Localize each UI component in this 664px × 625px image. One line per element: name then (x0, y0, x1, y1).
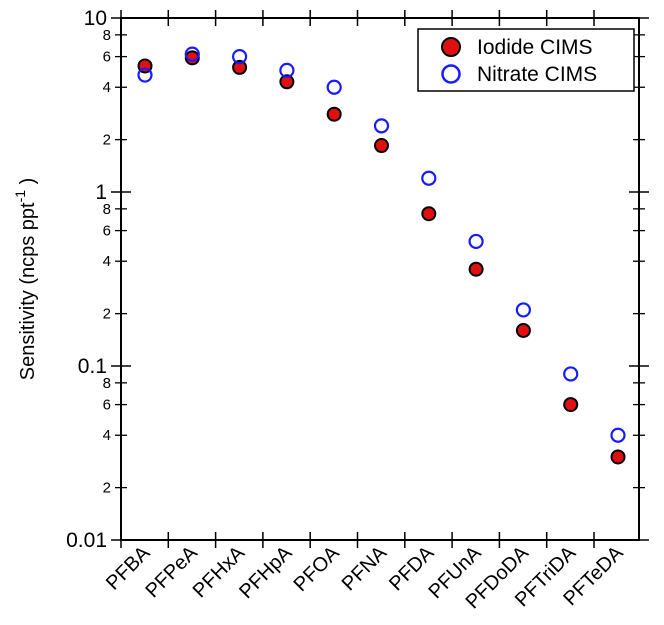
point-iodide (421, 206, 437, 222)
point-nitrate (421, 170, 437, 186)
point-nitrate (515, 302, 532, 318)
point-nitrate (279, 62, 295, 78)
y-minor-tick-label: 8 (103, 201, 111, 218)
x-tick-label: PFOA (290, 542, 345, 597)
y-tick-label: 0.01 (66, 529, 107, 552)
point-iodide (563, 397, 579, 413)
y-minor-tick-label: 8 (103, 27, 111, 44)
point-nitrate (184, 46, 200, 62)
x-tick-label: PFPeA (141, 542, 202, 603)
point-nitrate (468, 233, 484, 250)
y-axis-label-superscript: -1 (12, 190, 28, 203)
point-nitrate (563, 366, 579, 382)
y-tick-label: 10 (84, 7, 107, 30)
y-minor-tick-label: 6 (103, 397, 111, 414)
point-iodide (515, 322, 531, 338)
point-iodide (279, 74, 295, 90)
y-axis-label-suffix: ) (17, 178, 39, 190)
y-minor-tick-label: 4 (103, 253, 111, 270)
plot-frame (120, 17, 640, 541)
x-tick-label: PFHpA (235, 542, 297, 604)
point-iodide (374, 138, 389, 154)
y-minor-tick-label: 2 (103, 480, 111, 497)
point-iodide (610, 449, 626, 465)
y-minor-tick-label: 4 (103, 427, 111, 444)
y-minor-tick-label: 4 (103, 79, 111, 96)
data-points (137, 46, 626, 465)
point-nitrate (326, 79, 342, 95)
y-axis-label: Sensitivity (ncps ppt-1 ) (12, 178, 39, 381)
point-nitrate (232, 49, 248, 65)
y-axis: 0.01 0.1 1 10 2 4 6 8 2 4 6 8 2 4 6 8 (66, 7, 649, 552)
legend-label-iodide: Iodide CIMS (477, 36, 593, 59)
y-tick-label: 0.1 (78, 355, 107, 378)
point-nitrate (137, 67, 153, 83)
legend-marker-nitrate (441, 64, 461, 84)
point-iodide (232, 59, 248, 75)
legend-marker-iodide (441, 37, 461, 57)
point-nitrate (373, 118, 390, 134)
y-minor-tick-label: 6 (103, 49, 111, 66)
legend-label-nitrate: Nitrate CIMS (477, 63, 597, 86)
y-tick-label: 1 (95, 181, 107, 204)
y-minor-tick-label: 6 (103, 223, 111, 240)
y-minor-tick-label: 2 (103, 306, 111, 323)
y-minor-tick-label: 8 (103, 375, 111, 392)
x-tick-label: PFNA (338, 542, 392, 596)
y-minor-tick-label: 2 (103, 132, 111, 149)
x-axis: PFBAPFPeAPFHxAPFHpAPFOAPFNAPFDAPFUnAPFDo… (102, 10, 628, 613)
legend: Iodide CIMS Nitrate CIMS (417, 28, 635, 92)
point-iodide (468, 261, 484, 277)
point-iodide (326, 106, 342, 122)
point-nitrate (610, 427, 626, 443)
